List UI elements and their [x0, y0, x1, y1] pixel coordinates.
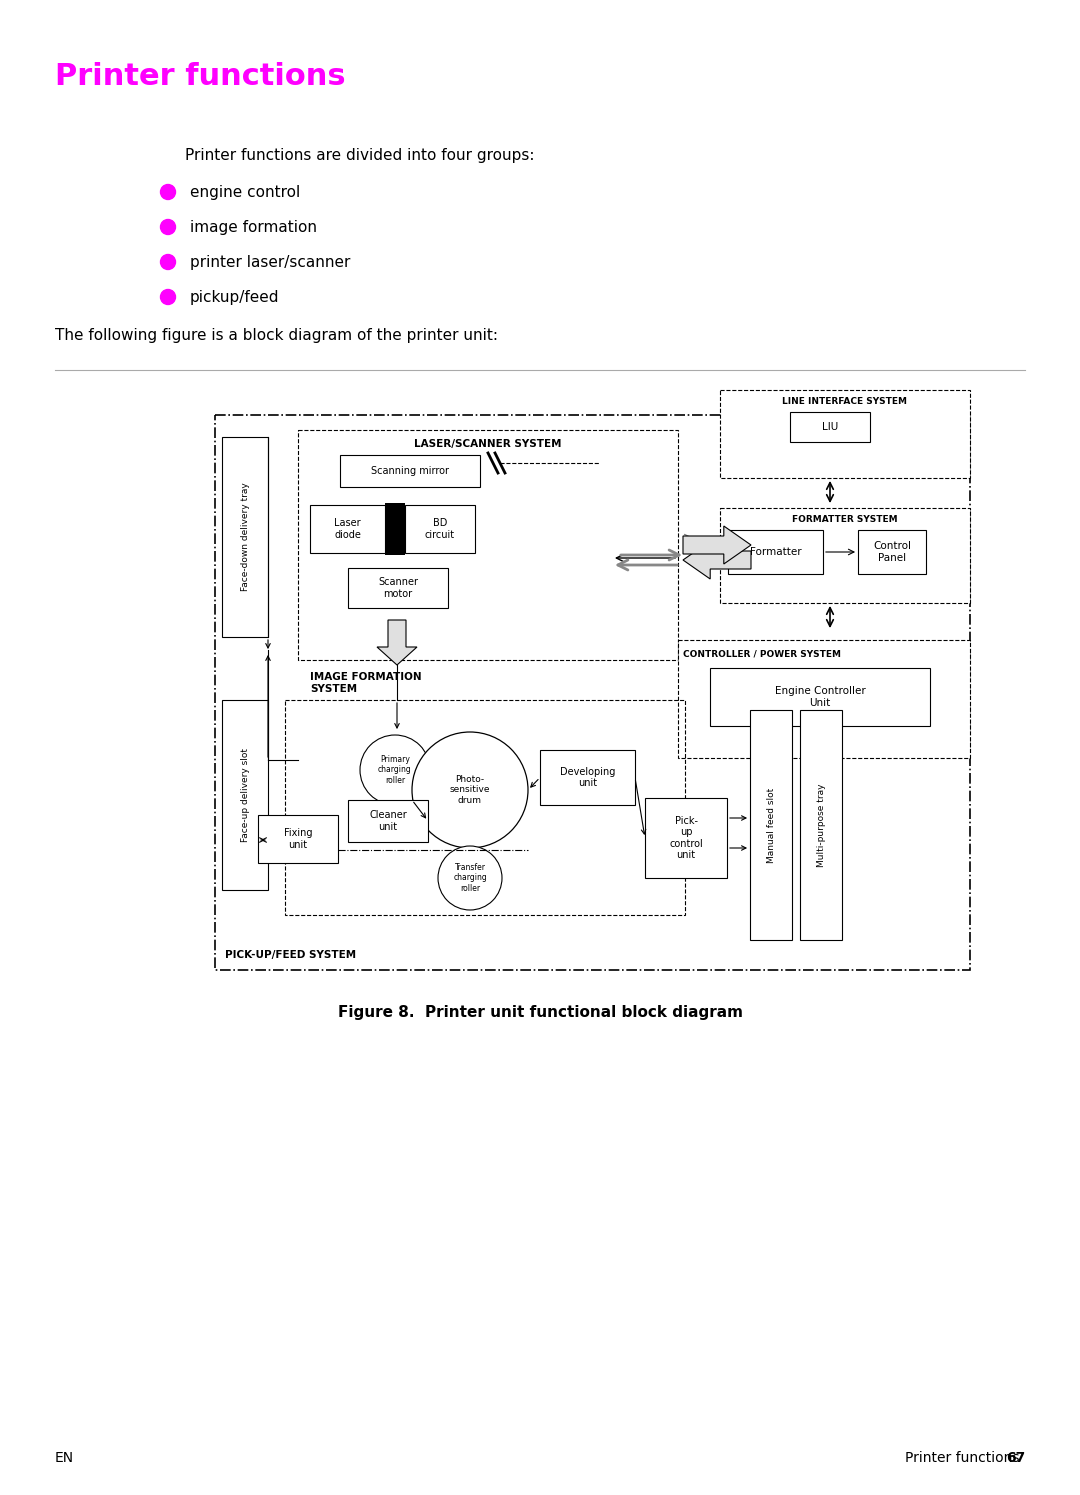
Bar [645, 798, 727, 878]
Text: LASER/SCANNER SYSTEM: LASER/SCANNER SYSTEM [415, 440, 562, 448]
Text: Photo-
sensitive
drum: Photo- sensitive drum [449, 774, 490, 804]
Text: Formatter: Formatter [750, 547, 801, 558]
Text: Multi-purpose tray: Multi-purpose tray [816, 783, 825, 867]
Text: IMAGE FORMATION
SYSTEM: IMAGE FORMATION SYSTEM [310, 671, 421, 694]
Bar [285, 700, 685, 915]
Polygon shape [683, 526, 751, 564]
Bar [215, 416, 970, 970]
Text: printer laser/scanner: printer laser/scanner [190, 256, 350, 271]
Circle shape [161, 220, 175, 235]
Text: image formation: image formation [190, 220, 318, 235]
Text: Transfer
charging
roller: Transfer charging roller [454, 863, 487, 893]
Bar [222, 437, 268, 637]
Text: BD
circuit: BD circuit [424, 519, 455, 540]
Circle shape [161, 290, 175, 305]
Bar [710, 668, 930, 727]
Text: EN: EN [55, 1452, 75, 1465]
Bar [348, 568, 448, 608]
Circle shape [161, 184, 175, 199]
Bar [222, 700, 268, 890]
Circle shape [161, 254, 175, 269]
Bar [858, 531, 926, 574]
Text: Pick-
up
control
unit: Pick- up control unit [670, 816, 703, 861]
Bar [720, 390, 970, 478]
Text: Printer functions: Printer functions [905, 1452, 1024, 1465]
Text: Laser
diode: Laser diode [334, 519, 361, 540]
Text: FORMATTER SYSTEM: FORMATTER SYSTEM [793, 516, 897, 525]
Text: Engine Controller
Unit: Engine Controller Unit [774, 686, 865, 707]
Text: Face-down delivery tray: Face-down delivery tray [241, 483, 249, 592]
Text: Printer functions: Printer functions [55, 61, 346, 91]
Text: LINE INTERFACE SYSTEM: LINE INTERFACE SYSTEM [783, 398, 907, 407]
Text: Cleaner
unit: Cleaner unit [369, 810, 407, 831]
Bar [728, 531, 823, 574]
Bar [310, 505, 384, 553]
Bar [405, 505, 475, 553]
Bar [800, 710, 842, 940]
Text: Face-up delivery slot: Face-up delivery slot [241, 748, 249, 842]
Text: Control
Panel: Control Panel [873, 541, 912, 562]
Bar [540, 750, 635, 804]
Bar [340, 454, 480, 487]
Bar [678, 640, 970, 758]
Text: Scanning mirror: Scanning mirror [372, 466, 449, 475]
Text: Manual feed slot: Manual feed slot [767, 788, 775, 863]
Bar [298, 431, 678, 659]
Text: Fixing
unit: Fixing unit [284, 828, 312, 849]
Text: Figure 8.  Printer unit functional block diagram: Figure 8. Printer unit functional block … [337, 1005, 743, 1020]
Bar [348, 800, 428, 842]
Text: 67: 67 [1005, 1452, 1025, 1465]
Text: Printer functions are divided into four groups:: Printer functions are divided into four … [185, 148, 535, 163]
Circle shape [438, 846, 502, 910]
Circle shape [360, 736, 430, 804]
Text: PICK-UP/FEED SYSTEM: PICK-UP/FEED SYSTEM [225, 949, 356, 960]
Bar [750, 710, 792, 940]
Bar [720, 508, 970, 602]
Circle shape [411, 733, 528, 848]
Text: Primary
charging
roller: Primary charging roller [378, 755, 411, 785]
Bar [258, 815, 338, 863]
Text: CONTROLLER / POWER SYSTEM: CONTROLLER / POWER SYSTEM [683, 649, 841, 658]
Text: Developing
unit: Developing unit [559, 767, 616, 788]
Bar [789, 413, 870, 443]
Text: pickup/feed: pickup/feed [190, 290, 280, 305]
Text: engine control: engine control [190, 185, 300, 200]
Text: The following figure is a block diagram of the printer unit:: The following figure is a block diagram … [55, 327, 498, 342]
Text: LIU: LIU [822, 422, 838, 432]
Text: Scanner
motor: Scanner motor [378, 577, 418, 599]
Bar [384, 502, 405, 555]
Polygon shape [377, 620, 417, 665]
Polygon shape [683, 541, 751, 579]
